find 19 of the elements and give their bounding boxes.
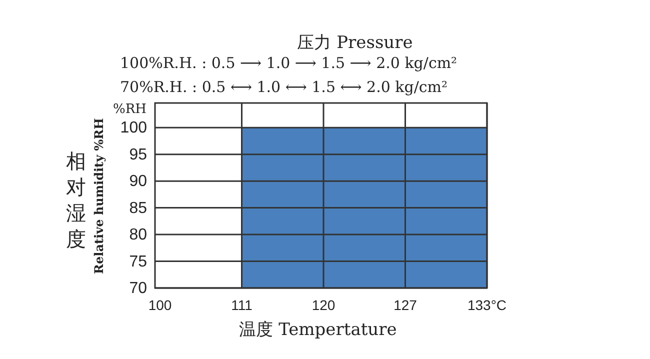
x-tick-label: 133°C	[467, 296, 507, 313]
x-tick-label: 120	[312, 296, 336, 313]
text: 相对湿度	[66, 149, 86, 251]
chart-title: 压力 Pressure	[297, 33, 413, 53]
y-tick-label: 100	[120, 120, 148, 137]
y-axis-title: Relative humidity %RH	[92, 118, 106, 274]
y-tick-label: 75	[129, 253, 148, 270]
y-tick-label: 90	[129, 173, 148, 190]
x-tick-label: 127	[394, 296, 418, 313]
x-tick-label: 111	[231, 296, 253, 313]
y-tick-label: 85	[129, 200, 148, 217]
text: %RH	[113, 102, 146, 117]
x-axis-title: 温度 Tempertature	[239, 320, 397, 340]
text: 100%R.H. : 0.5 ⟶ 1.0 ⟶ 1.5 ⟶ 2.0 kg/cm²	[120, 54, 458, 72]
y-tick-label: 95	[129, 146, 148, 164]
x-tick-label: 100	[148, 296, 172, 313]
y-tick-label: 70	[129, 280, 148, 298]
text: 70%R.H. : 0.5 ⟷ 1.0 ⟷ 1.5 ⟷ 2.0 kg/cm²	[120, 78, 448, 96]
y-tick-label: 80	[129, 226, 148, 244]
